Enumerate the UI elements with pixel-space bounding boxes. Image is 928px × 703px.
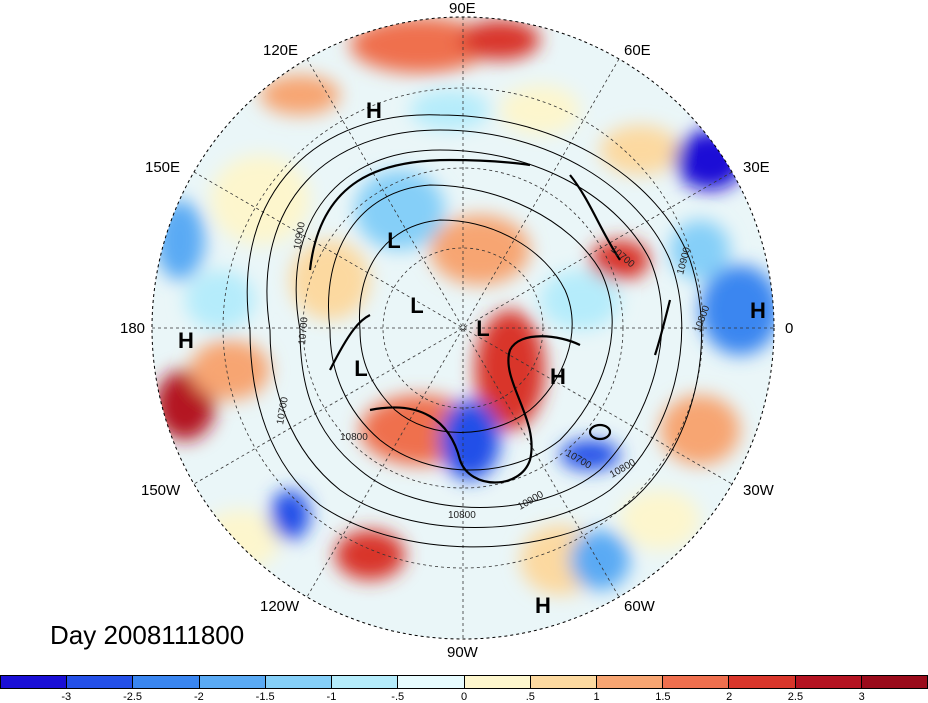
map-boundary: [151, 16, 775, 640]
lon-label-150e: 150E: [145, 159, 181, 176]
colorbar-tick-label: 1.5: [655, 691, 671, 703]
colorbar-swatch: [729, 675, 796, 689]
lon-label-0: 0: [785, 320, 794, 337]
colorbar-swatch: [398, 675, 465, 689]
contour-label: 10800: [340, 432, 368, 443]
lon-label-30e: 30E: [743, 159, 770, 176]
colorbar-swatch: [199, 675, 266, 689]
colorbar-swatch: [265, 675, 333, 689]
l-arctic-2-label: L: [476, 316, 489, 341]
lon-label-30w: 30W: [743, 482, 774, 499]
lon-label-120e: 120E: [263, 42, 299, 59]
lon-label-150w: 150W: [141, 482, 181, 499]
colorbar-tick-label: -1.5: [255, 691, 275, 703]
colorbar-swatch: [795, 675, 862, 689]
day-title: Day 2008111800: [50, 620, 245, 650]
colorbar-tick-label: 0: [460, 691, 468, 703]
h-dateline-label: H: [178, 328, 194, 353]
colorbar-tick-label: -2: [193, 691, 204, 703]
l-pacific-label: L: [354, 356, 367, 381]
colorbar-tick-label: -3: [61, 691, 72, 703]
h-europe-label: H: [750, 298, 766, 323]
l-arctic-1-label: L: [410, 293, 423, 318]
colorbar-tick-label: -2.5: [123, 691, 143, 703]
graticule: [152, 17, 774, 639]
colorbar-tick-label: 2.5: [787, 691, 804, 703]
contour-label: 10900: [292, 221, 308, 251]
lon-label-60w: 60W: [624, 598, 655, 615]
colorbar-tick-label: .5: [525, 691, 535, 703]
contour-label: 10700: [275, 396, 291, 426]
colorbar-swatch: [663, 675, 730, 689]
jet-contours: [308, 158, 672, 484]
h-asia-label: H: [366, 98, 382, 123]
h-atlantic-label: H: [550, 364, 566, 389]
colorbar-swatch: [596, 675, 664, 689]
h-south-america-label: H: [535, 593, 551, 618]
colorbar-swatch: [0, 675, 68, 689]
colorbar-tick-label: -.5: [391, 691, 405, 703]
lon-label-90e: 90E: [449, 0, 476, 17]
l-siberia-label: L: [387, 228, 400, 253]
colorbar-swatch: [67, 675, 134, 689]
anomaly-field: 10900 10700 10700 10800 10700 10900 1080…: [152, 17, 774, 639]
colorbar-swatch: [861, 675, 928, 689]
colorbar-tick-label: 2: [726, 691, 733, 703]
colorbar-tick-label: 3: [858, 691, 865, 703]
lon-label-60e: 60E: [624, 42, 651, 59]
colorbar: -3 -2.5 -2 -1.5 -1 -.5 0 .5 1 1.5 2 2.5 3: [0, 675, 928, 703]
colorbar-swatch: [133, 675, 200, 689]
colorbar-swatch: [530, 675, 597, 689]
colorbar-tick-label: -1: [326, 691, 337, 703]
lon-label-180: 180: [120, 320, 146, 337]
contour-label: 10800: [448, 510, 476, 521]
lon-label-120w: 120W: [260, 598, 300, 615]
colorbar-swatch: [332, 675, 399, 689]
colorbar-swatch: [464, 675, 531, 689]
lon-label-90w: 90W: [447, 644, 478, 661]
contour-label: 10700: [297, 316, 310, 345]
colorbar-segments: [0, 675, 928, 689]
pressure-centers: H H H H H L L L L: [178, 98, 766, 618]
colorbar-tick-label: 1: [593, 691, 600, 703]
